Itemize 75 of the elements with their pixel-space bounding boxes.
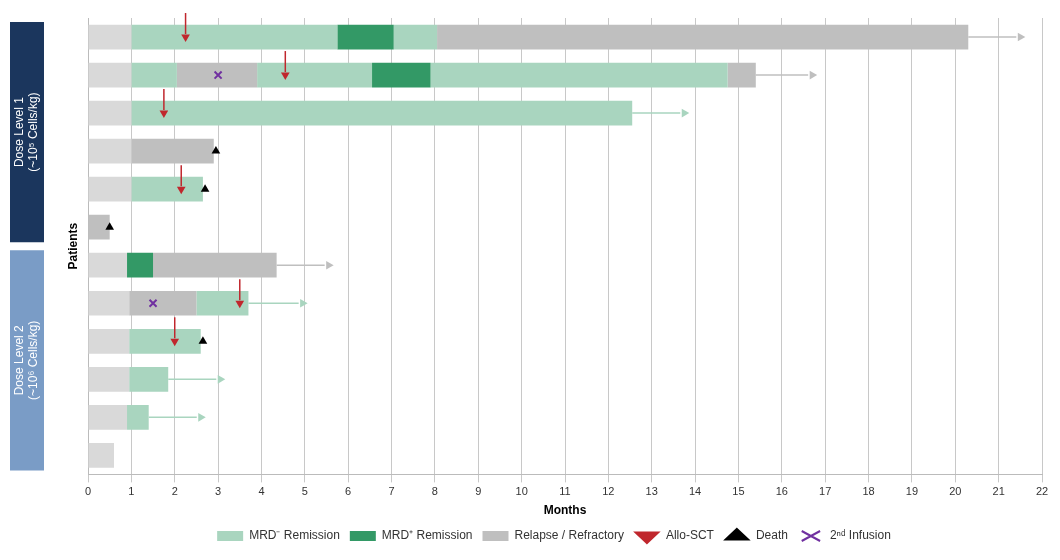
x-tick-label: 1: [128, 485, 135, 498]
x-tick-label: 11: [559, 485, 571, 498]
bar: [88, 138, 132, 164]
bar: [127, 404, 149, 430]
bar: [131, 24, 338, 50]
x-tick-label: 8: [431, 485, 438, 498]
x-tick-label: 6: [345, 485, 352, 498]
point: [105, 222, 115, 230]
x-tick-label: 2: [171, 485, 178, 498]
x-tick-label: 19: [905, 485, 919, 498]
text: Dose Level 2 (~10⁶ Cells/kg): [12, 320, 41, 400]
x-tick-label: 20: [949, 485, 962, 498]
y-axis-title: Patients: [65, 222, 80, 270]
x-tick-label: 7: [388, 485, 395, 498]
bar: [88, 366, 130, 392]
bar: [393, 24, 438, 50]
x-tick-label: 10: [515, 485, 528, 498]
bar: [88, 62, 132, 88]
point: [213, 70, 223, 80]
point: [235, 300, 245, 309]
bar: [257, 62, 373, 88]
bar: [131, 176, 203, 202]
x-tick-label: 16: [775, 485, 788, 498]
point: [681, 108, 690, 118]
bar: [88, 404, 128, 430]
x-tick-label: 18: [862, 485, 875, 498]
x-tick-label: 3: [215, 485, 222, 498]
legend-label: MRD⁺ Remission: [381, 528, 473, 543]
x-axis-title: Months: [543, 503, 587, 518]
point: [200, 184, 210, 192]
text: Dose Level 1 (~10⁵ Cells/kg): [12, 92, 41, 172]
legend-label: MRD⁻ Remission: [249, 528, 340, 543]
point: [326, 260, 334, 270]
point: [1017, 32, 1026, 42]
point: [198, 336, 208, 344]
point: [176, 186, 186, 195]
bar: [131, 100, 633, 126]
x-tick-label: 0: [84, 485, 92, 498]
bar: [372, 62, 431, 88]
bar: [88, 328, 130, 354]
bar: [88, 24, 132, 50]
point: [211, 146, 221, 154]
legend-label: 2ⁿᵈ Infusion: [829, 528, 891, 543]
bar: [88, 443, 115, 468]
x-tick-label: 22: [1035, 485, 1049, 498]
point: [159, 110, 169, 119]
point: [170, 338, 180, 347]
x-tick-label: 13: [645, 485, 658, 498]
bar: [196, 290, 249, 316]
x-tick-label: 5: [301, 485, 308, 498]
point: [300, 298, 308, 308]
bar: [88, 290, 130, 316]
bar: [131, 62, 177, 88]
x-tick-label: 14: [688, 485, 702, 498]
x-tick-label: 12: [602, 485, 615, 498]
bar: [430, 62, 728, 88]
point: [809, 70, 818, 80]
bar: [127, 252, 154, 278]
legend-label: Relapse / Refractory: [514, 528, 624, 543]
point: [198, 413, 206, 422]
x-tick-label: 21: [992, 485, 1005, 498]
x-tick-label: 4: [258, 485, 265, 498]
x-tick-label: 9: [475, 485, 482, 498]
bar: [129, 328, 201, 354]
legend-label: Allo-SCT: [665, 528, 715, 543]
point: [148, 298, 158, 308]
point: [217, 374, 226, 384]
legend-label: Death: [755, 528, 788, 543]
bar: [88, 252, 128, 278]
bar: [337, 24, 394, 50]
bar: [88, 100, 132, 126]
bar: [88, 176, 132, 202]
x-tick-label: 17: [819, 485, 832, 498]
bar: [129, 366, 169, 392]
x-tick-label: 15: [732, 485, 745, 498]
